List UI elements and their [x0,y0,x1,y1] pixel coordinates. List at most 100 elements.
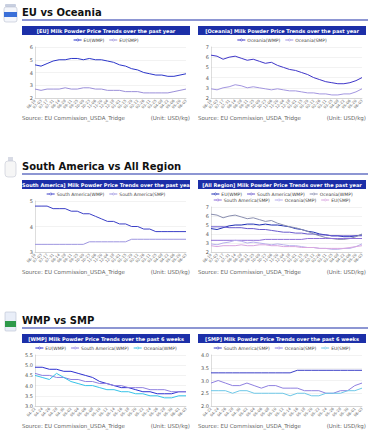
svg-text:06-03: 06-03 [176,406,188,418]
svg-text:6: 6 [30,44,33,50]
svg-text:3: 3 [206,240,209,246]
svg-text:3: 3 [30,82,33,88]
svg-text:08-14: 08-14 [225,98,237,110]
svg-text:07-17: 07-17 [37,98,49,110]
svg-text:07-31: 07-31 [219,98,231,110]
svg-text:(Unit: USD/kg): (Unit: USD/kg) [151,423,190,430]
svg-text:05-20: 05-20 [170,98,182,110]
svg-text:08-28: 08-28 [55,98,67,110]
svg-text:South America(WMP): South America(WMP) [81,346,129,351]
svg-text:Source: EU Commission_USDA_Tri: Source: EU Commission_USDA_Tridge [198,269,302,276]
svg-text:08-14: 08-14 [49,98,61,110]
svg-text:06-03: 06-03 [352,406,364,418]
svg-text:09-25: 09-25 [67,98,79,110]
svg-text:Oceania(SMP): Oceania(SMP) [285,346,317,351]
svg-text:EU(WMP): EU(WMP) [84,38,105,43]
svg-text:(Unit: USD/kg): (Unit: USD/kg) [327,423,366,430]
svg-text:Oceania(SMP): Oceania(SMP) [285,198,317,203]
svg-text:09-11: 09-11 [61,98,73,110]
svg-text:4: 4 [30,224,33,230]
svg-text:06-19: 06-19 [25,98,37,110]
svg-text:04-22: 04-22 [158,98,170,110]
svg-text:4: 4 [206,75,209,81]
svg-text:[EU] Milk Powder Price Trends: [EU] Milk Powder Price Trends over the p… [37,28,176,35]
svg-text:South America(SMP): South America(SMP) [119,192,165,197]
svg-text:EU(SMP): EU(SMP) [331,346,350,351]
svg-text:11-20: 11-20 [91,98,104,110]
svg-text:South America(WMP): South America(WMP) [257,192,305,197]
svg-text:Oceania(SMP): Oceania(SMP) [295,38,327,43]
svg-text:Source: EU Commission_USDA_Tri: Source: EU Commission_USDA_Tridge [198,115,302,122]
svg-text:5.5: 5.5 [25,352,33,358]
svg-text:4: 4 [30,70,33,76]
svg-text:Oceania(WMP): Oceania(WMP) [144,346,177,351]
svg-text:3.0: 3.0 [201,378,209,384]
svg-text:South America vs All Region: South America vs All Region [22,161,181,172]
svg-text:01-15: 01-15 [116,98,128,110]
svg-text:3: 3 [206,85,209,91]
svg-text:[South America] Milk Powder Pr: [South America] Milk Powder Price Trends… [20,182,193,189]
svg-text:02-26: 02-26 [134,98,146,110]
svg-text:5: 5 [30,198,33,204]
svg-text:South America(SMP): South America(SMP) [224,198,270,203]
svg-text:(Unit: USD/kg): (Unit: USD/kg) [151,269,190,276]
svg-text:04-08: 04-08 [152,98,164,110]
svg-text:Source: EU Commission_USDA_Tri: Source: EU Commission_USDA_Tridge [22,423,126,430]
svg-text:01-29: 01-29 [122,98,134,110]
svg-text:South America(SMP): South America(SMP) [224,346,270,351]
svg-text:07-31: 07-31 [43,98,55,110]
svg-text:Source: EU Commission_USDA_Tri: Source: EU Commission_USDA_Tridge [198,423,302,430]
svg-text:EU(WMP): EU(WMP) [45,346,66,351]
svg-text:07-03: 07-03 [31,98,43,110]
svg-text:Source: EU Commission_USDA_Tri: Source: EU Commission_USDA_Tridge [22,269,126,276]
svg-text:10-09: 10-09 [73,98,86,110]
svg-text:[All Region] Milk Powder Price: [All Region] Milk Powder Price Trends ov… [202,182,362,189]
svg-text:4.0: 4.0 [201,352,209,358]
svg-text:(Unit: USD/kg): (Unit: USD/kg) [151,115,190,122]
svg-text:EU vs Oceania: EU vs Oceania [22,7,102,18]
svg-text:06-03: 06-03 [176,98,188,110]
svg-text:06-03: 06-03 [176,252,188,264]
svg-text:06-03: 06-03 [352,252,364,264]
svg-text:EU(WMP): EU(WMP) [221,192,242,197]
svg-text:12-18: 12-18 [104,98,116,110]
svg-text:Source: EU Commission_USDA_Tri: Source: EU Commission_USDA_Tridge [22,115,126,122]
svg-text:07-03: 07-03 [207,98,219,110]
svg-text:Oceania(WMP): Oceania(WMP) [320,192,353,197]
svg-text:EU(SMP): EU(SMP) [331,198,350,203]
svg-text:4: 4 [206,231,209,237]
svg-text:EU(SMP): EU(SMP) [119,38,138,43]
svg-text:5: 5 [206,64,209,70]
svg-text:6: 6 [206,213,209,219]
svg-text:2.5: 2.5 [201,390,209,396]
svg-text:03-11: 03-11 [140,98,152,110]
svg-text:06-03: 06-03 [352,98,364,110]
svg-text:03-25: 03-25 [146,98,158,110]
svg-text:02-12: 02-12 [128,98,140,110]
svg-text:(Unit: USD/kg): (Unit: USD/kg) [327,115,366,122]
svg-text:12-04: 12-04 [97,98,110,110]
svg-text:[WMP] Milk Powder Price Trends: [WMP] Milk Powder Price Trends over the … [28,336,184,343]
svg-text:5: 5 [206,222,209,228]
svg-text:5: 5 [30,57,33,63]
svg-text:3.5: 3.5 [201,365,209,371]
svg-text:South America(WMP): South America(WMP) [57,192,105,197]
svg-text:WMP vs SMP: WMP vs SMP [22,315,94,326]
svg-text:06-19: 06-19 [201,98,213,110]
svg-text:7: 7 [206,204,209,210]
svg-text:5.0: 5.0 [25,362,33,368]
svg-text:01-01: 01-01 [110,98,122,110]
svg-text:11-06: 11-06 [85,98,98,110]
svg-text:(Unit: USD/kg): (Unit: USD/kg) [327,269,366,276]
svg-text:[SMP] Milk Powder Price Trends: [SMP] Milk Powder Price Trends over the … [205,336,359,343]
svg-text:4.0: 4.0 [25,383,33,389]
svg-text:7: 7 [206,44,209,50]
svg-text:Oceania(WMP): Oceania(WMP) [247,38,280,43]
svg-text:[Oceania] Milk Powder Price Tr: [Oceania] Milk Powder Price Trends over … [205,28,359,35]
svg-text:07-17: 07-17 [213,98,225,110]
svg-text:10-23: 10-23 [79,98,92,110]
svg-text:4.5: 4.5 [25,372,33,378]
svg-text:3.5: 3.5 [25,393,33,399]
svg-text:6: 6 [206,54,209,60]
svg-text:05-06: 05-06 [164,98,176,110]
